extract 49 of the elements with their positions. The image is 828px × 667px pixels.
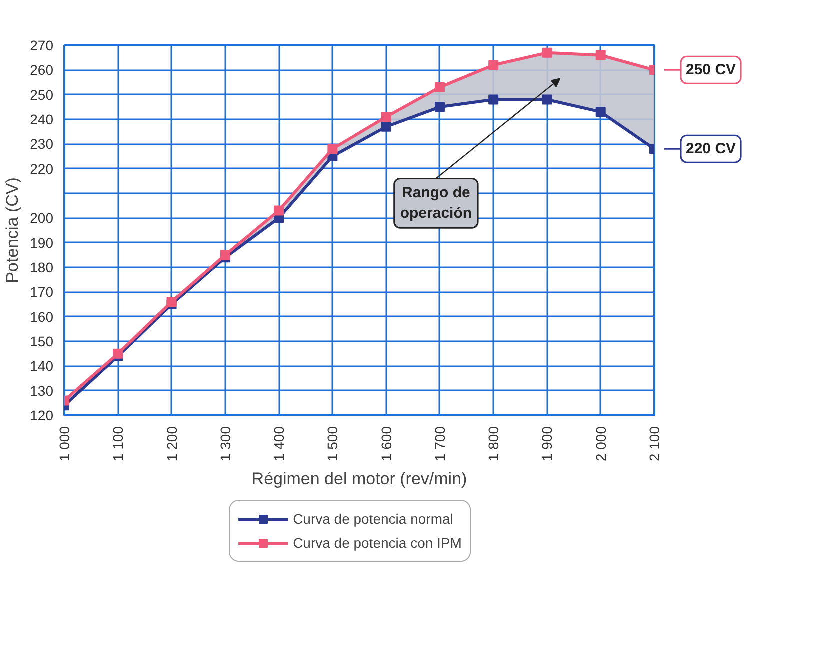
y-tick-label: 150 (30, 334, 54, 350)
point (381, 112, 392, 122)
y-tick-label: 180 (30, 260, 54, 276)
legend-label: Curva de potencia con IPM (293, 535, 462, 551)
point (434, 102, 445, 112)
y-tick-label: 270 (30, 38, 54, 54)
y-tick-label: 250 (30, 86, 54, 103)
point (542, 94, 552, 105)
y-tick-label: 190 (30, 234, 54, 251)
point (274, 206, 284, 216)
x-tick-label: 1 800 (486, 426, 502, 462)
x-tick-label: 1 300 (217, 426, 234, 462)
annotation: 220 CV (686, 140, 736, 158)
point (542, 48, 552, 58)
x-tick-label: 1 000 (56, 426, 72, 462)
x-tick-label: 1 600 (378, 426, 394, 462)
x-tick-label: 1 500 (324, 426, 341, 462)
legend-label: Curva de potencia normal (293, 511, 454, 527)
x-tick-label: 1 700 (432, 426, 448, 462)
point (166, 297, 177, 308)
x-tick-label: 1 400 (271, 426, 288, 462)
point (488, 94, 499, 105)
y-tick-label: 170 (30, 284, 54, 300)
point (434, 82, 445, 92)
y-tick-label: 140 (30, 358, 54, 374)
y-tick-label: 260 (30, 62, 54, 78)
x-tick-label: 1 100 (110, 426, 126, 462)
x-tick-label: 2 100 (646, 426, 662, 462)
y-tick-label: 160 (30, 308, 54, 325)
y-tick-label: 200 (30, 210, 54, 226)
x-tick-label: 1 200 (164, 426, 180, 462)
point (596, 50, 606, 60)
point (220, 250, 230, 260)
annotation: 250 CV (686, 62, 736, 79)
x-tick-label: 2 000 (592, 426, 609, 462)
y-tick-label: 230 (30, 136, 54, 152)
annotation: Rango de operación (400, 184, 472, 222)
y-axis-title: Potencia (CV) (3, 178, 22, 284)
point (381, 122, 392, 132)
y-tick-label: 240 (30, 112, 54, 128)
point (596, 107, 606, 118)
point (328, 144, 338, 154)
point (488, 60, 499, 70)
x-tick-label: 1 900 (539, 426, 556, 462)
y-tick-label: 130 (30, 382, 54, 399)
x-axis-title: Régimen del motor (rev/min) (252, 470, 468, 489)
y-tick-label: 120 (30, 408, 54, 424)
point (113, 348, 124, 359)
y-tick-label: 220 (30, 160, 54, 177)
